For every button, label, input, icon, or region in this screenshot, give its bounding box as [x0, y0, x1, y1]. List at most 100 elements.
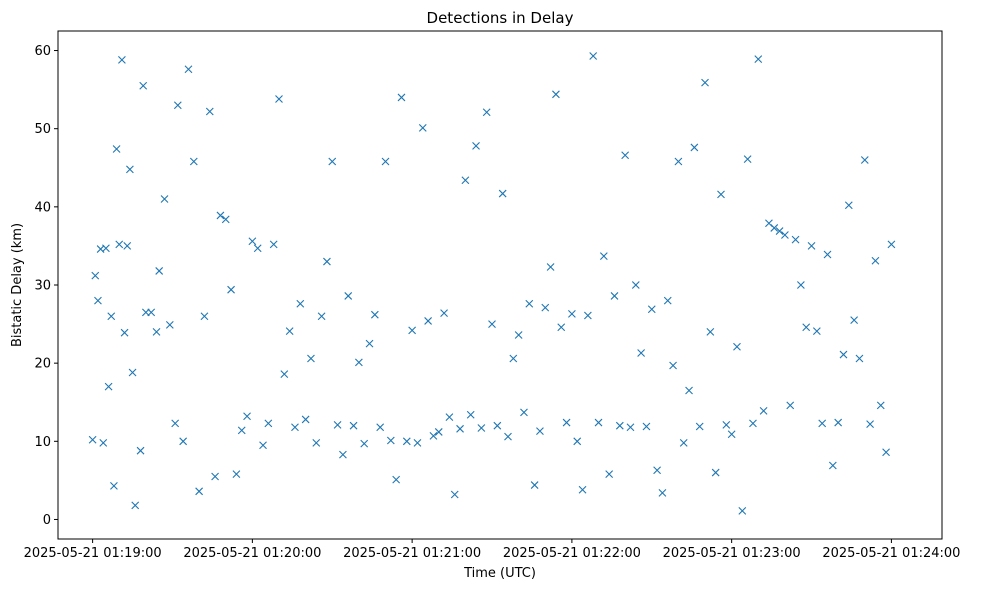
data-point: [120, 328, 129, 337]
data-point: [573, 437, 582, 446]
data-point: [115, 240, 124, 249]
chart-title: Detections in Delay: [427, 9, 574, 27]
data-point: [844, 201, 853, 210]
data-point: [307, 354, 315, 363]
data-point: [179, 437, 188, 446]
data-point: [317, 312, 326, 321]
data-point: [397, 93, 406, 102]
x-axis-ticks: 2025-05-21 01:19:00 2025-05-21 01:20:00 20…: [24, 539, 960, 561]
data-point: [781, 231, 789, 239]
y-tick-label: 30: [34, 279, 51, 294]
data-point: [301, 415, 310, 424]
data-point: [482, 108, 491, 117]
data-point: [104, 382, 113, 391]
data-point: [679, 438, 688, 447]
data-point: [128, 368, 137, 377]
x-tick-label: 2025-05-21 01:22:00: [503, 546, 641, 561]
data-point: [445, 413, 454, 421]
data-point: [99, 438, 108, 447]
data-point: [568, 310, 576, 318]
data-point: [291, 423, 299, 432]
data-point: [477, 424, 486, 432]
data-point: [754, 55, 763, 64]
data-point: [621, 151, 630, 160]
data-point: [722, 421, 731, 429]
data-point: [118, 56, 126, 64]
data-point: [546, 263, 555, 271]
data-point: [243, 412, 251, 421]
x-tick-label: 2025-05-21 01:19:00: [24, 546, 162, 561]
data-point: [706, 328, 715, 336]
data-point: [88, 435, 97, 444]
x-tick-label: 2025-05-21 01:21:00: [343, 546, 481, 561]
data-point: [253, 244, 262, 253]
data-point: [259, 441, 267, 450]
data-point: [434, 428, 443, 436]
data-point: [796, 281, 805, 289]
y-tick-label: 20: [34, 357, 51, 372]
data-point: [860, 156, 869, 164]
data-point: [786, 401, 795, 410]
data-point: [189, 157, 198, 166]
data-point: [221, 215, 230, 224]
data-point: [147, 308, 156, 317]
data-point: [770, 224, 779, 232]
data-point: [759, 406, 768, 415]
data-point: [631, 281, 640, 289]
data-markers: [88, 52, 896, 515]
data-point: [583, 311, 592, 320]
data-point: [525, 299, 534, 308]
data-point: [211, 472, 219, 481]
data-point: [216, 211, 225, 220]
data-point: [323, 257, 331, 266]
plot-area-frame: [57, 30, 943, 540]
data-point: [818, 419, 827, 428]
data-point: [727, 430, 736, 439]
data-point: [802, 323, 811, 332]
data-point: [424, 317, 432, 325]
data-point: [349, 421, 358, 430]
data-point: [456, 424, 464, 433]
data-point: [738, 506, 747, 515]
data-point: [392, 475, 401, 484]
data-point: [520, 408, 528, 417]
data-point: [642, 422, 651, 431]
data-point: [418, 124, 427, 132]
x-axis-label: Time (UTC): [463, 566, 536, 581]
y-tick-label: 0: [43, 513, 51, 528]
data-point: [131, 501, 140, 510]
data-point: [269, 240, 278, 249]
data-point: [839, 350, 848, 359]
data-point: [605, 470, 614, 479]
data-point: [232, 470, 241, 479]
x-tick-label: 2025-05-21 01:20:00: [183, 546, 321, 561]
data-point: [610, 292, 619, 300]
data-point: [626, 423, 635, 432]
data-point: [339, 450, 347, 459]
data-point: [488, 320, 496, 328]
data-point: [184, 65, 193, 74]
data-point: [690, 143, 699, 152]
data-point: [653, 466, 661, 475]
data-point: [812, 327, 821, 335]
data-point: [91, 271, 100, 280]
data-point: [136, 446, 145, 455]
data-point: [701, 78, 709, 87]
data-point: [344, 292, 353, 300]
data-point: [578, 485, 587, 494]
data-point: [173, 101, 182, 110]
data-point: [112, 145, 121, 153]
data-point: [509, 354, 518, 363]
data-point: [493, 421, 502, 430]
data-point: [195, 487, 204, 496]
y-tick-label: 10: [34, 435, 51, 450]
data-point: [530, 481, 539, 489]
data-point: [333, 421, 342, 429]
data-point: [285, 327, 294, 335]
data-point: [498, 189, 507, 198]
x-tick-label: 2025-05-21 01:23:00: [663, 546, 801, 561]
data-point: [227, 285, 235, 294]
data-point: [663, 296, 672, 305]
data-point: [807, 242, 816, 250]
